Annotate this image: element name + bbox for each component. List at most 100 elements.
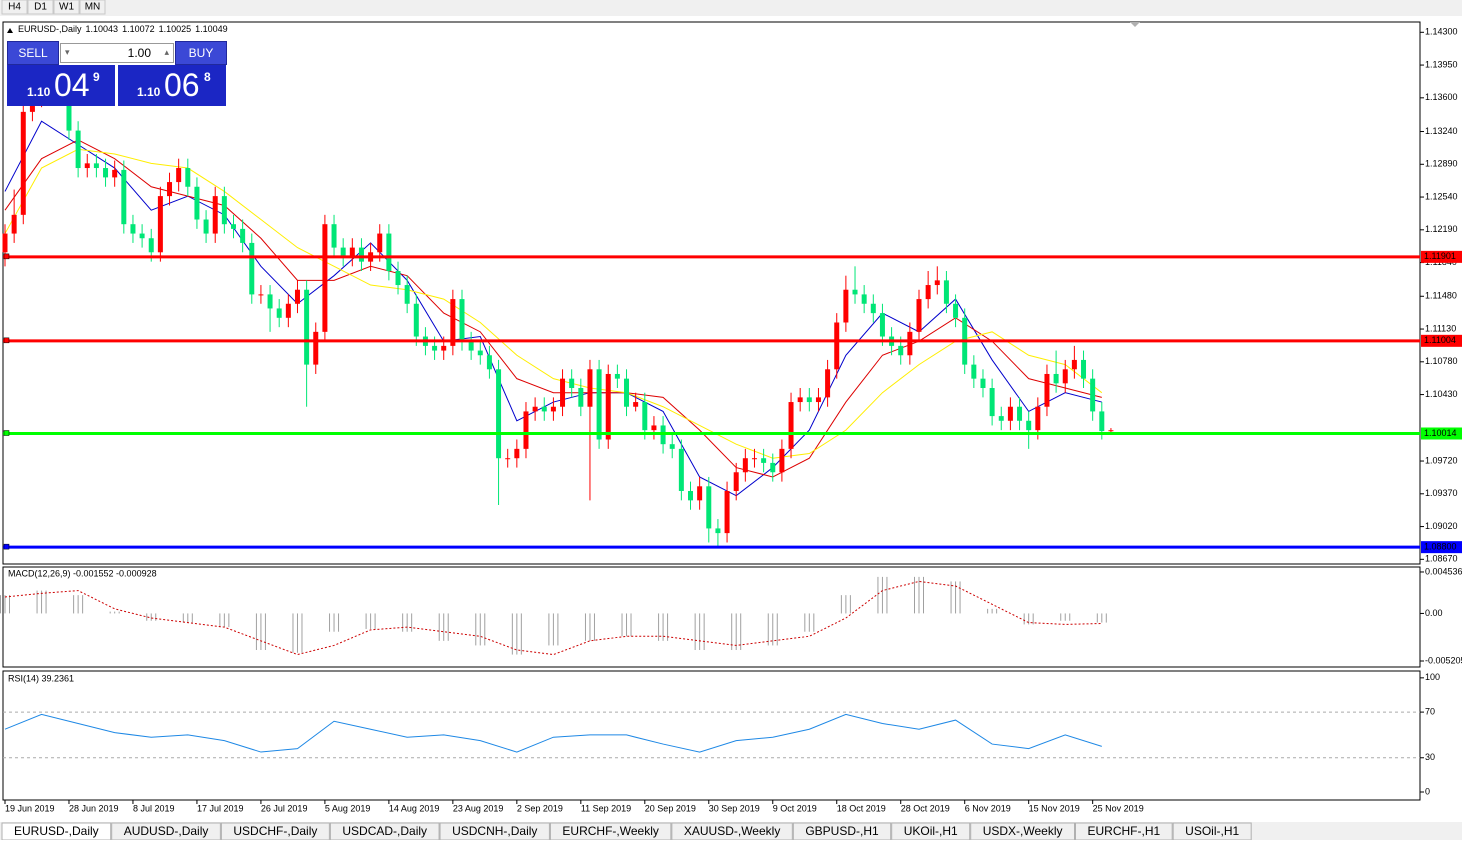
tab-label[interactable]: EURCHF-,H1: [1088, 824, 1161, 838]
indicator-label: RSI(14) 39.2361: [8, 673, 74, 683]
date-label: 14 Aug 2019: [389, 803, 440, 813]
ask-big: 1.10: [137, 85, 161, 99]
level-label-box: [1421, 427, 1462, 440]
candle-body: [898, 345, 904, 356]
macd-axis-label: 0.004536: [1425, 566, 1462, 576]
timeframe-button[interactable]: [27, 0, 54, 15]
tab-label[interactable]: AUDUSD-,Daily: [124, 824, 209, 838]
candle-body: [331, 224, 337, 248]
candle-body: [651, 425, 657, 431]
macd-panel: [2, 566, 1421, 668]
date-label: 30 Sep 2019: [709, 803, 760, 813]
level-handle[interactable]: [3, 543, 10, 550]
candle-body: [596, 369, 602, 440]
shift-marker: [1130, 22, 1140, 27]
ask-main: 06: [164, 67, 200, 103]
candle-body: [733, 472, 739, 491]
level-label-box: [1421, 334, 1462, 347]
candle-body: [157, 196, 163, 253]
rsi-axis-label: 100: [1425, 672, 1440, 682]
price-label: 1.12540: [1425, 191, 1458, 201]
candle-body: [742, 458, 748, 473]
tab-label[interactable]: USDCHF-,Daily: [233, 824, 317, 838]
candle-body: [943, 280, 949, 304]
ask-price[interactable]: 1.10 06 8: [118, 65, 226, 106]
candle-body: [605, 373, 611, 440]
candle-body: [761, 458, 767, 463]
level-handle[interactable]: [3, 430, 10, 436]
price-label: 1.09720: [1425, 455, 1458, 465]
sell-button[interactable]: SELL: [7, 41, 59, 65]
bid-big: 1.10: [27, 85, 51, 99]
candle-body: [614, 373, 620, 379]
buy-button[interactable]: BUY: [175, 41, 227, 65]
ohlc-value: 1.10043: [86, 24, 119, 34]
price-label: 1.14300: [1425, 27, 1458, 37]
date-label: 18 Oct 2019: [837, 803, 886, 813]
tab-label[interactable]: USDX-,Weekly: [983, 824, 1063, 838]
tab-label[interactable]: EURUSD-,Daily: [14, 824, 99, 838]
candle-body: [11, 214, 17, 234]
candle-body: [669, 444, 675, 449]
lots-box[interactable]: ▾ 1.00 ▴: [60, 43, 174, 63]
candle-body: [103, 168, 109, 178]
tab-label[interactable]: UKOil-,H1: [904, 824, 958, 838]
timeframe-button[interactable]: [79, 0, 106, 15]
candle-body: [93, 163, 99, 169]
tab-label[interactable]: USOil-,H1: [1185, 824, 1239, 838]
candle-body: [203, 219, 209, 234]
candle-body: [998, 416, 1004, 421]
candle-body: [194, 186, 200, 220]
candle-body: [1108, 430, 1114, 432]
macd-signal: [4, 580, 1102, 656]
price-label: 1.11130: [1425, 323, 1456, 333]
candle-body: [1017, 406, 1023, 421]
chart-header: EURUSD-,Daily 1.10043 1.10072 1.10025 1.1004…: [18, 24, 228, 34]
indicator-label: MACD(12,26,9) -0.001552 -0.000928: [8, 568, 157, 578]
tab-label[interactable]: GBPUSD-,H1: [805, 824, 879, 838]
candle-body: [560, 378, 566, 407]
price-label: 1.12190: [1425, 224, 1458, 234]
candle-body: [322, 224, 328, 332]
date-label: 15 Nov 2019: [1029, 803, 1080, 813]
candle-body: [678, 448, 684, 491]
date-label: 25 Nov 2019: [1093, 803, 1144, 813]
level-handle[interactable]: [3, 337, 10, 344]
candle-body: [925, 285, 931, 300]
tab-label[interactable]: USDCNH-,Daily: [452, 824, 537, 838]
ohlc-value: 1.10072: [122, 24, 155, 34]
timeframe-label[interactable]: H4: [8, 2, 21, 13]
timeframe-label[interactable]: MN: [85, 2, 101, 13]
timeframe-button[interactable]: [53, 0, 80, 15]
candle-body: [404, 285, 410, 304]
candle-body: [770, 462, 776, 473]
candle-body: [1053, 373, 1059, 384]
lots-down[interactable]: ▾: [65, 47, 70, 57]
candle-body: [861, 294, 867, 304]
candle-body: [212, 196, 218, 234]
tab-label[interactable]: USDCAD-,Daily: [342, 824, 427, 838]
date-label: 2 Sep 2019: [517, 803, 563, 813]
tab-label[interactable]: EURCHF-,Weekly: [562, 824, 658, 838]
timeframe-button[interactable]: [1, 0, 28, 15]
timeframe-label[interactable]: D1: [34, 2, 47, 13]
lots-up[interactable]: ▴: [164, 47, 169, 57]
candle-body: [276, 308, 282, 318]
candle-body: [294, 289, 300, 304]
candle-body: [1099, 411, 1105, 432]
candle-body: [715, 528, 721, 534]
bid-price[interactable]: 1.10 04 9: [7, 65, 115, 106]
candle-body: [313, 331, 319, 365]
candle-body: [788, 402, 794, 449]
timeframe-label[interactable]: W1: [59, 2, 74, 13]
date-label: 20 Sep 2019: [645, 803, 696, 813]
price-label: 1.08670: [1425, 554, 1458, 564]
candle-body: [953, 303, 959, 318]
candle-body: [1035, 406, 1041, 431]
level-handle[interactable]: [3, 253, 10, 260]
candle-body: [176, 168, 182, 183]
price-label: 1.11480: [1425, 291, 1457, 301]
rsi-axis-label: 70: [1425, 706, 1435, 716]
candle-body: [413, 303, 419, 337]
tab-label[interactable]: XAUUSD-,Weekly: [684, 824, 780, 838]
